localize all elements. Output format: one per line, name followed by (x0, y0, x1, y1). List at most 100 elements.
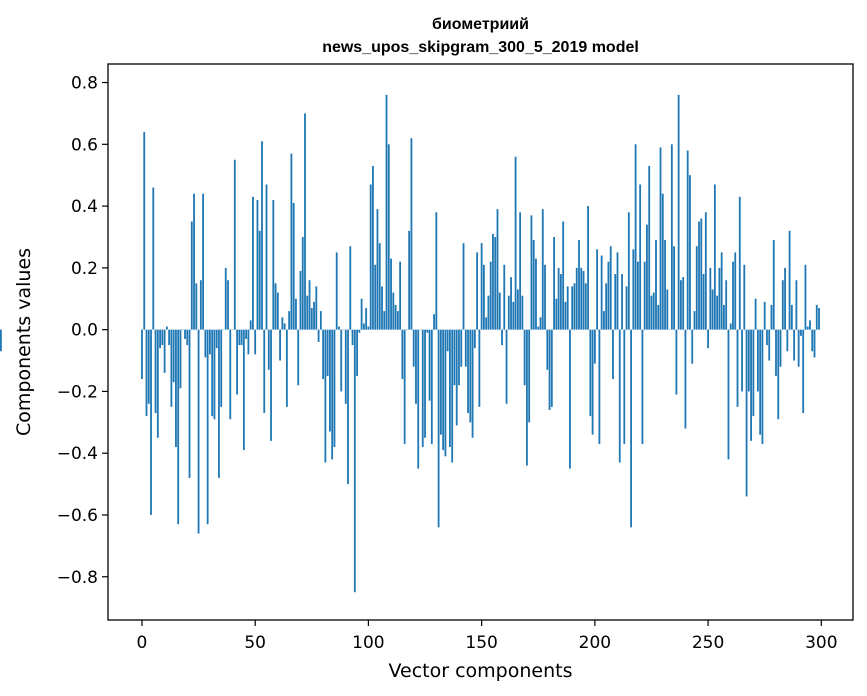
bar-35 (220, 329, 223, 407)
bar-58 (272, 199, 275, 330)
bar-224 (648, 165, 651, 330)
bar-49 (252, 196, 254, 330)
bar-243 (691, 329, 694, 364)
bar-291 (800, 329, 802, 336)
bar-143 (464, 329, 467, 367)
bar-132 (439, 329, 442, 435)
bar-126 (426, 329, 429, 333)
bar-39 (229, 329, 232, 420)
bar-202 (598, 329, 601, 444)
bar-288 (793, 329, 796, 361)
bar-239 (682, 277, 685, 330)
bar-163 (510, 277, 512, 330)
bar-158 (498, 292, 501, 330)
bar-13 (170, 329, 173, 407)
bar-41 (233, 159, 236, 330)
bar-162 (507, 295, 510, 330)
bar-22 (190, 221, 193, 330)
bar-198 (589, 329, 592, 417)
bar-186 (562, 221, 565, 330)
chart-subtitle: news_upos_skipgram_300_5_2019 model (322, 39, 639, 56)
bar-258 (725, 280, 728, 330)
bar-273 (759, 329, 762, 435)
bar-75 (310, 308, 313, 330)
bar-64 (285, 329, 288, 407)
bar-171 (528, 329, 531, 423)
bar-236 (675, 329, 678, 395)
bar-200 (593, 329, 596, 364)
x-tick-label: 100 (352, 633, 384, 653)
bar-33 (215, 329, 218, 349)
bar-147 (473, 329, 476, 349)
bar-185 (559, 274, 562, 330)
bar-72 (304, 113, 306, 330)
bar-108 (385, 94, 388, 330)
bar-23 (193, 193, 195, 330)
bar-130 (435, 212, 438, 330)
bar-96 (358, 329, 361, 333)
bar-178 (544, 264, 546, 330)
bar-5 (152, 187, 155, 330)
x-tick-label: 150 (465, 633, 497, 653)
bar-231 (664, 240, 666, 330)
bar-21 (188, 329, 191, 478)
bar-151 (482, 264, 485, 330)
bar-267 (745, 329, 748, 497)
bar-242 (689, 175, 691, 330)
bar-225 (650, 295, 653, 330)
bar-263 (736, 329, 739, 407)
bar-271 (754, 298, 757, 330)
bar-112 (394, 304, 397, 330)
bar-259 (727, 329, 730, 460)
chart-title: биометриий (432, 16, 529, 33)
bar-168 (521, 295, 524, 330)
bar-206 (607, 261, 610, 330)
bar-119 (410, 138, 413, 330)
bar-115 (401, 329, 404, 380)
bar-184 (557, 267, 560, 330)
bar-194 (580, 267, 583, 330)
bar-193 (578, 240, 580, 330)
bar-246 (698, 221, 700, 330)
bar-26 (199, 280, 202, 330)
y-axis-ticks: −0.8 −0.6 −0.4 −0.2 0.0 0.2 0.4 0.6 0.8 (57, 74, 108, 588)
bar-169 (523, 329, 526, 386)
bar-66 (290, 153, 293, 330)
bar-281 (777, 329, 780, 420)
bar-252 (711, 289, 714, 330)
bar-235 (673, 246, 676, 330)
bar-77 (315, 286, 318, 330)
bar-50 (254, 329, 257, 355)
y-axis-label: Components values (13, 248, 35, 436)
bar-289 (795, 280, 798, 330)
bar-90 (344, 329, 347, 404)
bar-213 (623, 329, 626, 444)
bar-152 (485, 317, 488, 330)
bar-116 (403, 329, 406, 444)
bar-269 (750, 329, 752, 441)
bar-268 (747, 329, 750, 392)
bar-107 (383, 311, 386, 330)
bar-63 (283, 323, 286, 330)
bar-95 (356, 329, 358, 376)
bar-276 (766, 329, 768, 346)
bar-86 (335, 252, 338, 330)
bar-165 (514, 156, 517, 330)
bar-111 (392, 292, 395, 330)
bar-129 (433, 314, 435, 330)
bar-122 (417, 329, 420, 469)
bar-125 (424, 329, 426, 438)
bar-253 (713, 184, 716, 330)
bar-67 (292, 203, 295, 330)
bar-81 (324, 329, 327, 463)
bar-101 (369, 184, 372, 330)
bar-undefined (0, 329, 2, 352)
bar-294 (806, 326, 809, 330)
bar-92 (349, 246, 352, 330)
bar-190 (571, 286, 574, 330)
bar-286 (788, 230, 791, 330)
bar-160 (503, 264, 506, 330)
bar-237 (677, 94, 680, 330)
bar-191 (573, 283, 576, 330)
bar-141 (460, 329, 463, 367)
